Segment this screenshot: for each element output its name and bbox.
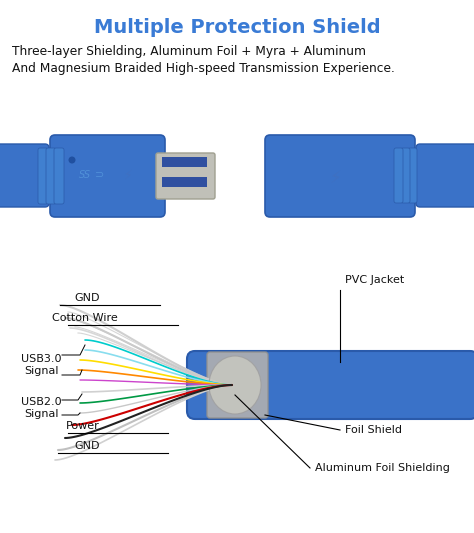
Circle shape	[69, 157, 75, 164]
Text: SS: SS	[79, 170, 91, 180]
Text: ⚡: ⚡	[124, 168, 132, 182]
Bar	[162, 157, 207, 167]
FancyBboxPatch shape	[394, 148, 403, 203]
FancyBboxPatch shape	[46, 148, 56, 204]
Bar	[162, 177, 207, 187]
FancyBboxPatch shape	[265, 135, 415, 217]
FancyBboxPatch shape	[408, 148, 417, 203]
FancyBboxPatch shape	[401, 148, 410, 203]
Text: ⊃: ⊃	[95, 170, 105, 180]
Text: Multiple Protection Shield: Multiple Protection Shield	[94, 18, 380, 37]
Ellipse shape	[209, 356, 261, 414]
FancyBboxPatch shape	[54, 148, 64, 204]
Text: And Magnesium Braided High-speed Transmission Experience.: And Magnesium Braided High-speed Transmi…	[12, 62, 395, 75]
FancyBboxPatch shape	[50, 135, 165, 217]
Text: ⚡: ⚡	[329, 169, 341, 187]
FancyBboxPatch shape	[38, 148, 48, 204]
Text: Power: Power	[66, 421, 100, 431]
Text: USB3.0
Signal: USB3.0 Signal	[21, 354, 62, 376]
Text: PVC Jacket: PVC Jacket	[345, 275, 404, 285]
FancyBboxPatch shape	[416, 144, 474, 207]
Text: GND: GND	[74, 441, 100, 451]
Text: USB2.0
Signal: USB2.0 Signal	[21, 397, 62, 419]
FancyBboxPatch shape	[156, 153, 215, 199]
Text: Foil Shield: Foil Shield	[345, 425, 402, 435]
Text: Cotton Wire: Cotton Wire	[52, 313, 118, 323]
FancyBboxPatch shape	[207, 352, 268, 418]
FancyBboxPatch shape	[187, 351, 474, 419]
Text: Aluminum Foil Shielding: Aluminum Foil Shielding	[315, 463, 450, 473]
Text: GND: GND	[74, 293, 100, 303]
FancyBboxPatch shape	[0, 144, 49, 207]
Text: Three-layer Shielding, Aluminum Foil + Myra + Aluminum: Three-layer Shielding, Aluminum Foil + M…	[12, 45, 366, 58]
